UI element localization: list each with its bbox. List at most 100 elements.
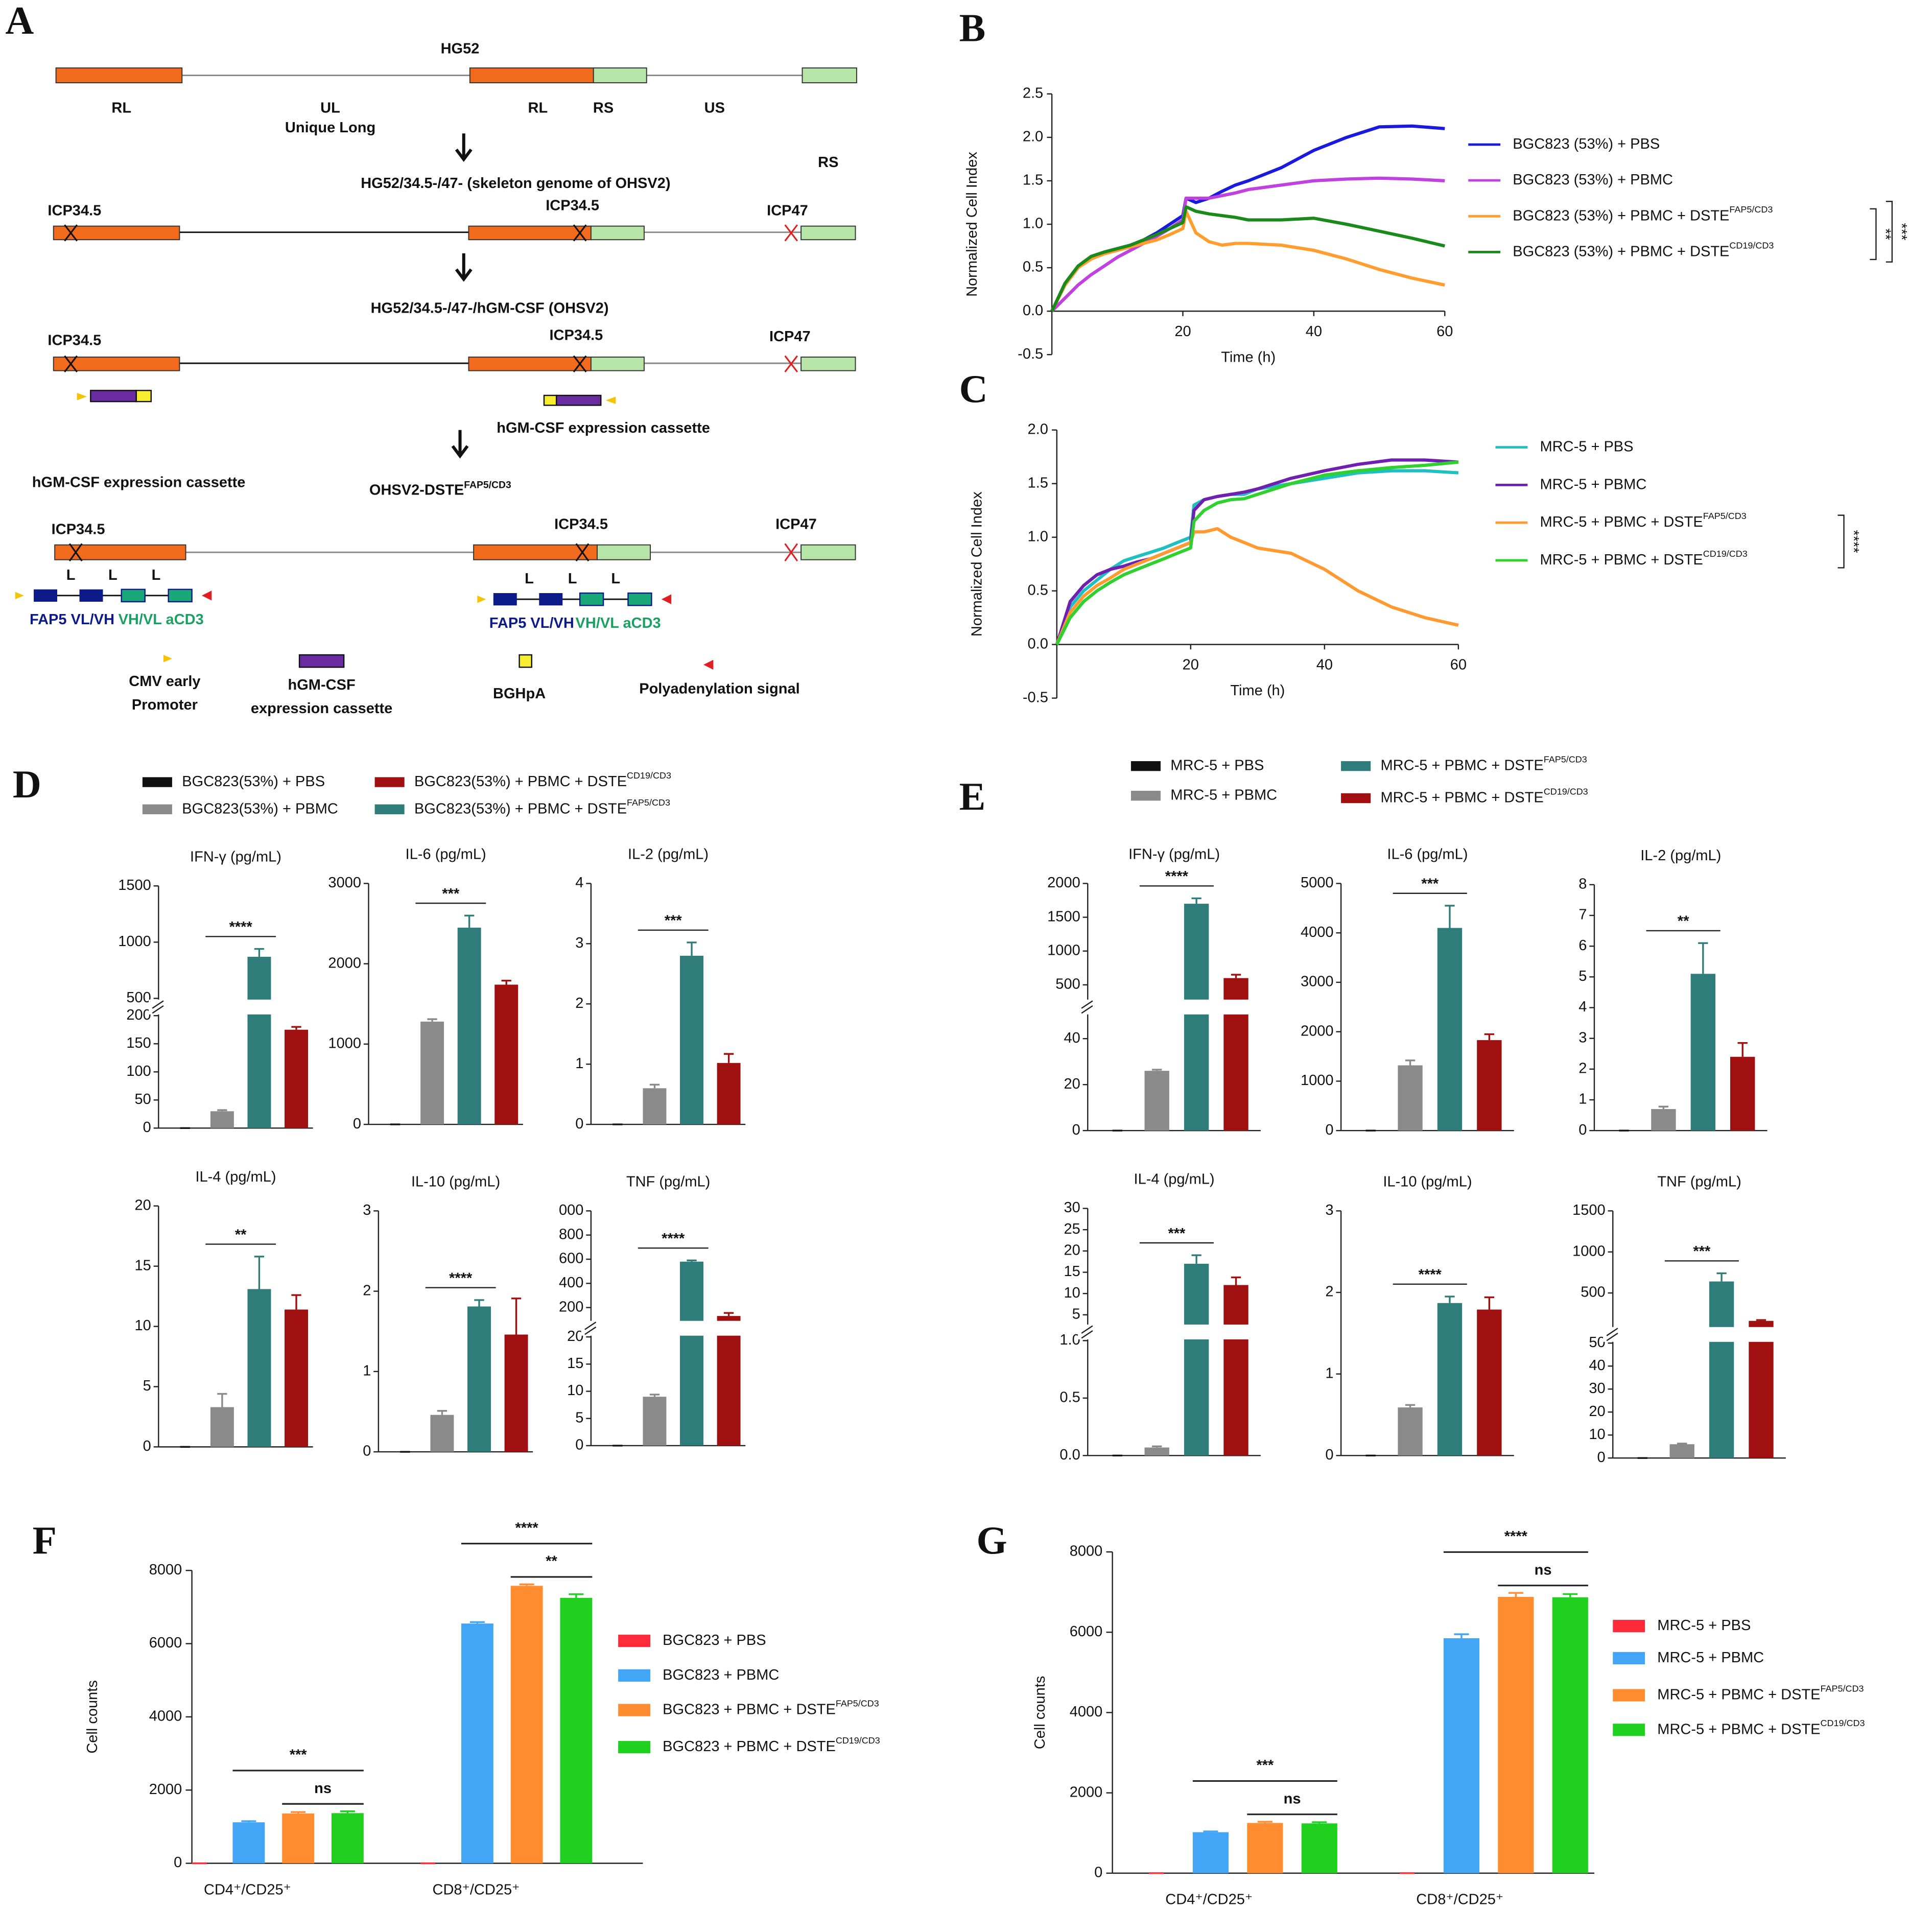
axis-break-mark <box>1606 1328 1618 1341</box>
y-tick-label: 4000 <box>1301 924 1334 940</box>
y-tick-label: 2 <box>575 995 583 1011</box>
label: ICP34.5 <box>52 521 105 537</box>
domain-box <box>579 592 604 606</box>
region-box <box>800 357 856 371</box>
polya-box <box>543 394 557 406</box>
y-tick-label: 1000 <box>328 1035 361 1052</box>
sig-label: **** <box>1504 1528 1528 1545</box>
legend-label: BGC823 + PBMC + DSTEFAP5/CD3 <box>663 1698 879 1717</box>
label-sup: FAP5/CD3 <box>1821 1683 1864 1693</box>
label-text: MRC-5 + PBMC + DSTE <box>1657 1686 1820 1703</box>
label-sup: CD19/CD3 <box>627 770 671 781</box>
y-tick-label: 1.0 <box>1028 528 1048 545</box>
y-tick-label: 2000 <box>1301 1023 1334 1039</box>
bar <box>560 1597 593 1864</box>
x-axis-title: Time (h) <box>1230 682 1285 699</box>
bar <box>210 1407 234 1447</box>
y-tick-label: 500 <box>1055 976 1080 993</box>
legend-swatch <box>1613 1620 1645 1633</box>
sig-label: *** <box>1421 876 1439 892</box>
axis-break <box>1077 999 1261 1015</box>
y-tick-label: 3 <box>363 1202 371 1218</box>
label-sup: FAP5/CD3 <box>836 1698 879 1708</box>
bar <box>1301 1823 1337 1873</box>
label-text: BGC823 + PBMC + DSTE <box>663 1738 836 1755</box>
bar <box>1477 1309 1502 1456</box>
y-tick-label: 6 <box>1578 937 1587 954</box>
legend-swatch <box>618 1669 651 1682</box>
axis-break <box>148 999 313 1015</box>
y-tick-label: 200 <box>559 1299 583 1315</box>
polya-icon <box>201 591 212 601</box>
label-sup: FAP5/CD3 <box>1544 754 1587 764</box>
deletion-mark <box>784 355 798 373</box>
panel-title: TNF (pg/mL) <box>626 1173 710 1190</box>
legend-swatch <box>1613 1724 1645 1736</box>
legend-label: BGC823 (53%) + PBMC + DSTECD19/CD3 <box>1513 240 1774 260</box>
x-tick-label: 20 <box>1174 323 1191 340</box>
domain-box <box>34 589 57 602</box>
panel-letter: A <box>5 0 34 42</box>
label: hGM-CSF expression cassette <box>497 420 710 436</box>
label: HG52 <box>441 40 480 57</box>
y-tick-label: 3 <box>575 935 583 951</box>
axis-break <box>1603 1327 1786 1342</box>
y-tick-label: -0.5 <box>1023 689 1048 705</box>
label-sup: FAP5/CD3 <box>1703 511 1747 521</box>
legend-label: MRC-5 + PBMC <box>1657 1649 1764 1666</box>
label-text: BGC823 + PBMC <box>663 1667 779 1683</box>
label-text: BGC823 + PBS <box>663 1632 766 1648</box>
y-tick-label: 20 <box>135 1197 151 1213</box>
bar <box>461 1623 493 1864</box>
legend-swatch <box>618 1704 651 1716</box>
bar <box>331 1813 364 1864</box>
panel-letters: A B C D E F G <box>5 0 1007 1562</box>
region-box <box>53 225 180 241</box>
label-text: BGC823 (53%) + PBS <box>1513 136 1660 152</box>
bar <box>420 1021 444 1125</box>
series-line <box>1055 469 1459 645</box>
panel-title: IL-6 (pg/mL) <box>406 846 486 862</box>
legend-label: MRC-5 + PBS <box>1170 757 1264 773</box>
y-tick-label: 4 <box>575 875 583 891</box>
promoter-icon <box>163 654 172 663</box>
y-tick-label: 2000 <box>1047 875 1080 891</box>
legend-label: MRC-5 + PBMC + DSTECD19/CD3 <box>1540 549 1748 568</box>
sig-label: ns <box>314 1780 332 1797</box>
legend-swatch <box>142 804 172 814</box>
deletion-mark <box>68 543 590 562</box>
label-text: MRC-5 + PBMC <box>1540 476 1647 492</box>
polya-box <box>519 654 533 668</box>
panel-title: IFN-γ (pg/mL) <box>190 849 281 865</box>
x-tick-label: CD8⁺/CD25⁺ <box>432 1881 520 1898</box>
region-box <box>468 225 592 241</box>
y-tick-label: 5 <box>1578 968 1587 984</box>
label: RS <box>818 154 838 171</box>
bar <box>282 1813 315 1864</box>
label: ICP34.5 <box>48 202 101 219</box>
y-axis-title: Normalized Cell Index <box>969 491 985 637</box>
y-tick-label: 3000 <box>1301 974 1334 990</box>
legend-swatch <box>1613 1652 1645 1665</box>
y-tick-label: 8000 <box>1070 1543 1103 1560</box>
panel-title: IL-10 (pg/mL) <box>1383 1173 1472 1190</box>
y-tick-label: 1500 <box>1572 1202 1606 1218</box>
legend-swatch <box>1341 793 1371 804</box>
cassette-box <box>555 394 602 406</box>
legend-label: BGC823(53%) + PBMC <box>182 800 338 817</box>
y-tick-label: 200 <box>126 1007 151 1023</box>
label-sup: CD19/CD3 <box>836 1735 880 1746</box>
y-tick-label: 1 <box>363 1363 371 1379</box>
bar <box>643 1397 667 1446</box>
y-tick-label: 1 <box>1325 1365 1333 1381</box>
y-tick-label: 0 <box>1072 1122 1080 1138</box>
label: UL <box>320 100 340 116</box>
bar <box>467 1306 491 1452</box>
y-tick-label: 4000 <box>1070 1704 1103 1720</box>
sig-label: ns <box>1535 1562 1552 1578</box>
region-box <box>54 544 186 560</box>
label: HG52/34.5-/47-/hGM-CSF (OHSV2) <box>371 300 609 316</box>
y-tick-label: 4000 <box>149 1708 182 1725</box>
sig-label: ns <box>1284 1790 1301 1807</box>
